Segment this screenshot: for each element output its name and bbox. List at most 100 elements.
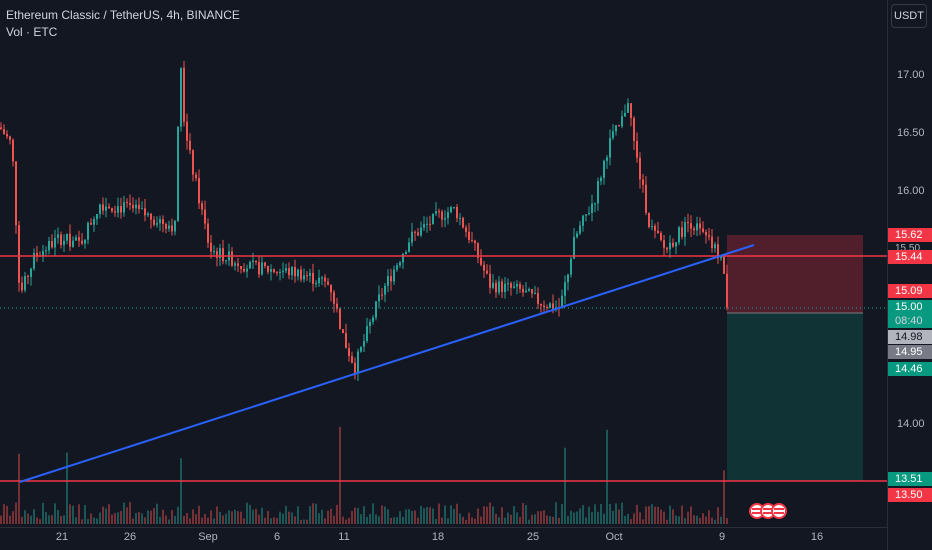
candle-body — [117, 206, 119, 213]
candle-body — [495, 282, 497, 293]
candle-body — [615, 125, 617, 132]
volume-bar — [606, 429, 608, 524]
us-flag-icon[interactable] — [771, 503, 787, 519]
volume-bar — [321, 509, 323, 524]
volume-bar — [285, 505, 287, 524]
candle-body — [207, 223, 209, 243]
volume-bar — [315, 503, 317, 524]
volume-bar — [441, 517, 443, 524]
candle-body — [96, 213, 98, 220]
chart-area[interactable]: Ethereum Classic / TetherUS, 4h, BINANCE… — [0, 0, 887, 527]
candle-body — [369, 321, 371, 327]
candle-body — [705, 231, 707, 236]
volume-bar — [0, 515, 2, 524]
volume-bar — [660, 509, 662, 524]
candle-body — [9, 136, 11, 140]
volume-bar — [291, 512, 293, 524]
candle-body — [183, 67, 185, 122]
volume-bar — [96, 518, 98, 524]
candle-body — [606, 157, 608, 161]
candle-body — [15, 161, 17, 226]
volume-indicator-label[interactable]: Vol · ETC — [6, 25, 58, 39]
candle-body — [84, 239, 86, 244]
time-label: 11 — [338, 531, 350, 543]
candlestick-chart[interactable] — [0, 0, 887, 527]
entry-price-badge: 15.09 — [888, 284, 932, 298]
volume-bar — [555, 502, 557, 524]
volume-bar — [471, 517, 473, 524]
volume-bar — [612, 510, 614, 524]
candle-body — [225, 260, 227, 262]
volume-bar — [75, 517, 77, 524]
volume-bar — [402, 516, 404, 524]
stop-loss-zone[interactable] — [727, 235, 863, 313]
volume-bar — [27, 513, 29, 524]
volume-bar — [720, 516, 722, 524]
volume-bar — [480, 516, 482, 524]
candle-body — [552, 303, 554, 310]
volume-bar — [36, 517, 38, 524]
candle-body — [600, 177, 602, 182]
candles — [0, 60, 728, 382]
volume-bar — [69, 504, 71, 524]
candle-body — [102, 204, 104, 211]
volume-bar — [498, 517, 500, 524]
volume-bar — [24, 510, 26, 524]
candle-body — [510, 283, 512, 288]
volume-bar — [648, 506, 650, 524]
candle-body — [48, 241, 50, 251]
time-label: 18 — [431, 531, 445, 543]
candle-body — [66, 233, 68, 241]
candle-body — [147, 213, 149, 216]
volume-bar — [711, 517, 713, 524]
candle-body — [399, 262, 401, 266]
volume-bar — [297, 506, 299, 524]
price-axis[interactable] — [887, 0, 932, 550]
volume-bar — [522, 503, 524, 524]
candle-body — [483, 264, 485, 271]
candle-body — [0, 127, 2, 130]
target-price-badge: 14.46 — [888, 362, 932, 376]
volume-bar — [567, 515, 569, 524]
volume-bar — [576, 511, 578, 524]
volume-bar — [318, 513, 320, 524]
candle-body — [45, 250, 47, 252]
candle-body — [603, 160, 605, 178]
volume-bar — [18, 453, 20, 524]
candle-body — [186, 121, 188, 141]
volume-bar — [627, 513, 629, 524]
candle-body — [138, 204, 140, 209]
time-axis[interactable] — [0, 527, 887, 550]
volume-bar — [57, 510, 59, 524]
volume-bar — [138, 512, 140, 524]
event-icons[interactable] — [749, 503, 787, 519]
candle-body — [612, 131, 614, 139]
volume-bar — [447, 518, 449, 524]
candle-body — [282, 270, 284, 272]
candle-body — [672, 242, 674, 247]
candle-body — [696, 223, 698, 231]
candle-body — [408, 242, 410, 252]
candle-body — [354, 362, 356, 373]
candle-body — [501, 281, 503, 293]
volume-bar — [594, 504, 596, 524]
volume-bar — [162, 509, 164, 524]
candle-body — [546, 306, 548, 308]
candle-body — [573, 237, 575, 259]
volume-bar — [705, 516, 707, 524]
volume-bar — [339, 426, 341, 524]
candle-body — [189, 140, 191, 151]
candle-body — [663, 240, 665, 248]
candle-body — [42, 251, 44, 256]
candle-body — [435, 211, 437, 214]
candle-body — [597, 181, 599, 204]
volume-bar — [183, 515, 185, 524]
candle-body — [144, 208, 146, 216]
volume-bar — [54, 503, 56, 524]
take-profit-zone[interactable] — [727, 313, 863, 481]
candle-body — [687, 222, 689, 224]
trendline[interactable] — [19, 244, 755, 483]
currency-button[interactable]: USDT — [891, 4, 927, 28]
volume-bar — [78, 504, 80, 524]
time-label: Oct — [605, 531, 623, 543]
